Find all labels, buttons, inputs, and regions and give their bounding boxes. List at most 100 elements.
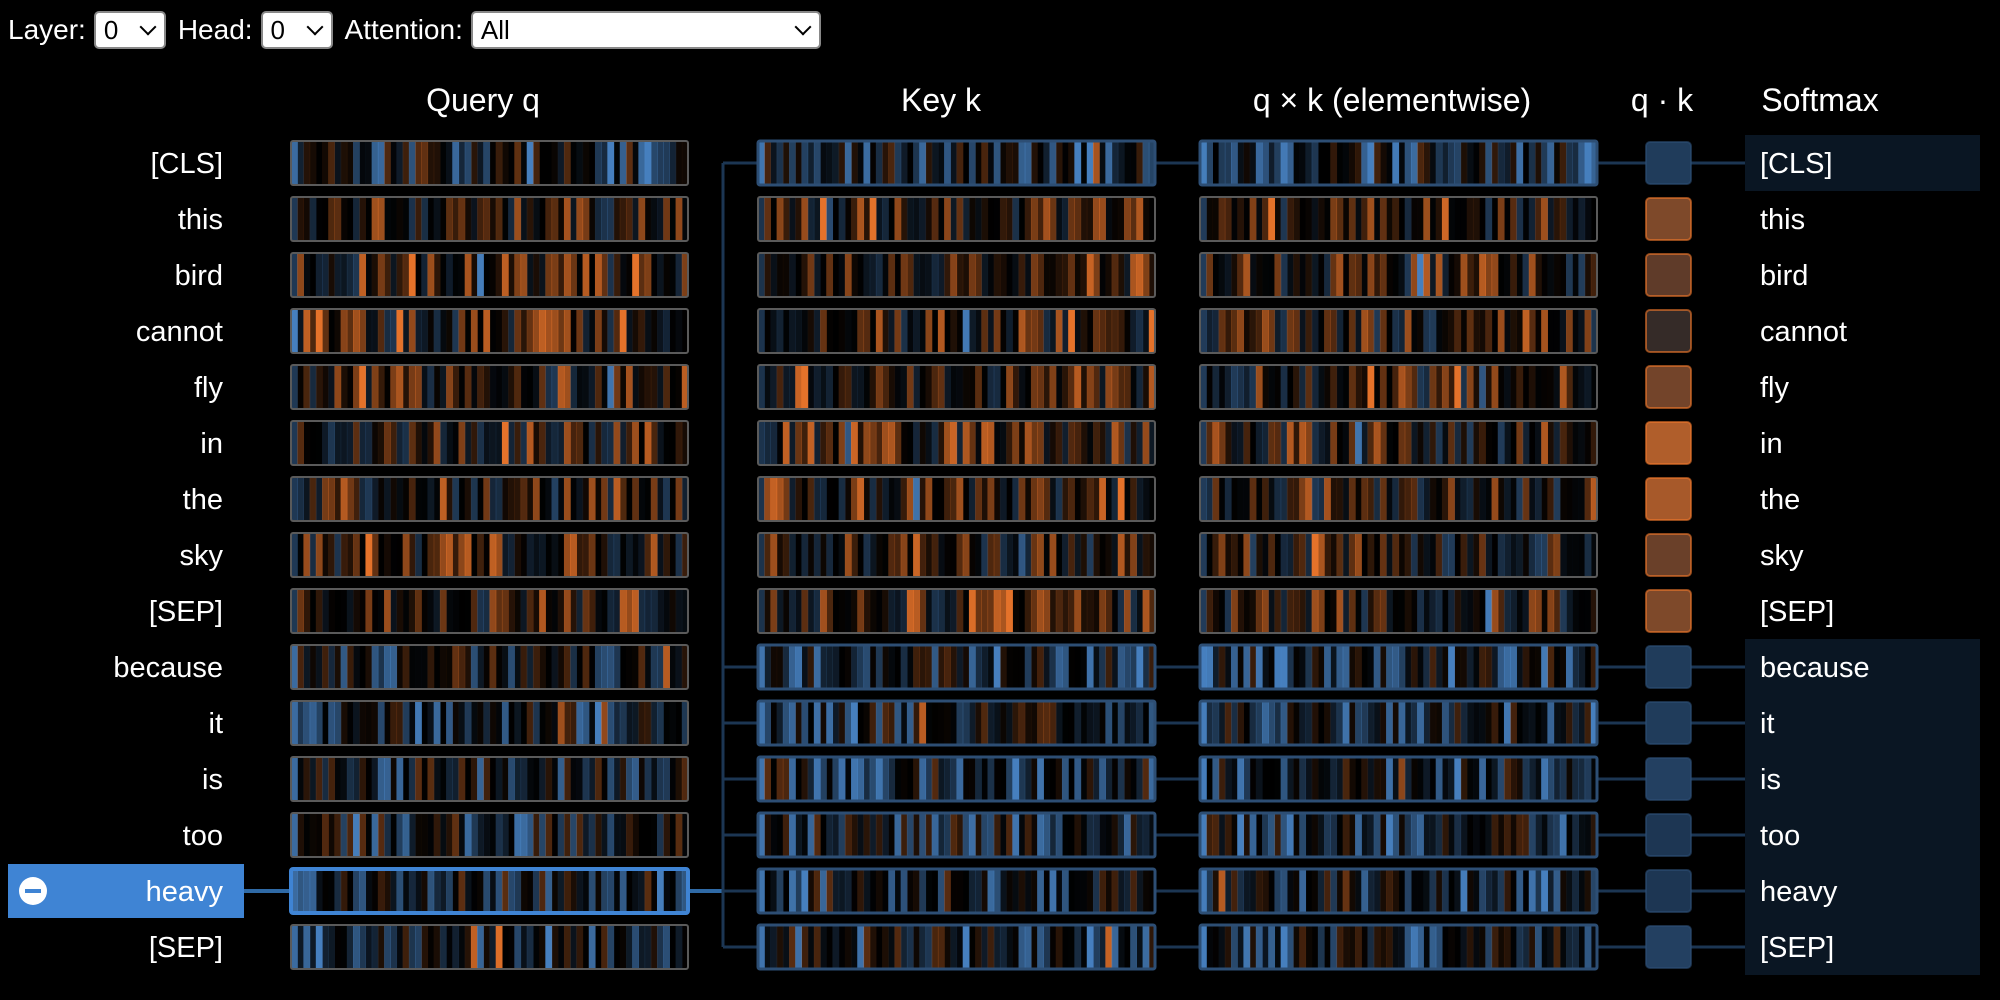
minus-glyph <box>25 889 41 893</box>
product-vector <box>1198 923 1599 971</box>
softmax-token-label[interactable]: too <box>1760 820 1800 852</box>
key-vector-border <box>756 139 1157 187</box>
product-vector <box>1198 755 1599 803</box>
query-vector <box>290 588 689 634</box>
token-label[interactable]: cannot <box>136 316 223 348</box>
softmax-token-label[interactable]: it <box>1760 708 1775 740</box>
token-row: because because <box>113 639 1980 695</box>
dot-product-cell <box>1645 421 1692 465</box>
token-label[interactable]: is <box>202 764 223 796</box>
product-vector-border <box>1198 811 1599 859</box>
layer-select[interactable]: 0 <box>93 11 166 49</box>
product-column-title: q × k (elementwise) <box>1252 82 1532 118</box>
product-vector-border <box>1199 476 1598 522</box>
softmax-highlight <box>1745 751 1980 807</box>
softmax-token-label[interactable]: fly <box>1760 372 1790 404</box>
token-label[interactable]: heavy <box>146 876 224 908</box>
key-vector <box>757 532 1156 578</box>
query-vector <box>290 308 689 354</box>
query-vector-border <box>290 420 689 466</box>
softmax-token-label[interactable]: [CLS] <box>1760 148 1833 180</box>
attention-select-value: All <box>480 14 510 45</box>
attention-select[interactable]: All <box>470 11 821 49</box>
head-select[interactable]: 0 <box>260 11 333 49</box>
key-vector-border <box>756 811 1157 859</box>
token-row: this this <box>178 196 1805 242</box>
product-vector-border <box>1199 308 1598 354</box>
query-vector <box>290 364 689 410</box>
token-label[interactable]: [SEP] <box>149 932 223 964</box>
token-row: the the <box>183 476 1800 522</box>
softmax-token-label[interactable]: because <box>1760 652 1870 684</box>
softmax-column-title: Softmax <box>1761 82 1879 118</box>
query-vector-border <box>289 867 690 915</box>
softmax-token-label[interactable]: is <box>1760 764 1781 796</box>
query-vector <box>290 420 689 466</box>
token-label[interactable]: too <box>183 820 223 852</box>
token-label[interactable]: [SEP] <box>149 596 223 628</box>
softmax-token-label[interactable]: heavy <box>1760 876 1838 908</box>
key-column-title: Key k <box>900 82 982 118</box>
dot-product-cell <box>1645 533 1692 577</box>
product-vector-border <box>1198 867 1599 915</box>
softmax-highlight <box>1745 919 1980 975</box>
key-vector <box>756 867 1157 915</box>
query-vector <box>290 700 689 746</box>
query-vector <box>290 532 689 578</box>
token-row: [SEP] [SEP] <box>149 588 1834 634</box>
product-vector <box>1198 867 1599 915</box>
token-label[interactable]: fly <box>194 372 224 404</box>
token-label[interactable]: the <box>183 484 223 516</box>
key-vector <box>756 923 1157 971</box>
query-vector <box>289 867 690 915</box>
dot-product-column-title: q · k <box>1630 82 1694 118</box>
key-vector-border <box>756 755 1157 803</box>
product-vector <box>1198 139 1599 187</box>
controls-bar: Layer: 0 Head: 0 Attention: All <box>8 10 821 50</box>
token-row: too too <box>183 807 1980 863</box>
key-vector <box>756 811 1157 859</box>
product-vector <box>1199 252 1598 298</box>
softmax-token-label[interactable]: the <box>1760 484 1800 516</box>
product-vector-border <box>1198 923 1599 971</box>
token-label[interactable]: sky <box>180 540 224 572</box>
key-vector <box>757 196 1156 242</box>
softmax-token-label[interactable]: sky <box>1760 540 1804 572</box>
token-label[interactable]: [CLS] <box>150 148 223 180</box>
product-vector-border <box>1199 196 1598 242</box>
softmax-token-label[interactable]: in <box>1760 428 1783 460</box>
head-label: Head: <box>177 14 253 45</box>
product-vector-border <box>1199 252 1598 298</box>
key-vector <box>757 588 1156 634</box>
key-vector <box>757 252 1156 298</box>
softmax-token-label[interactable]: [SEP] <box>1760 932 1834 964</box>
product-vector <box>1199 532 1598 578</box>
token-label[interactable]: bird <box>175 260 223 292</box>
query-vector-border <box>290 756 689 802</box>
key-vector-border <box>756 867 1157 915</box>
token-label[interactable]: because <box>113 652 223 684</box>
softmax-token-label[interactable]: this <box>1760 204 1805 236</box>
dot-product-cell-bg <box>1646 758 1691 800</box>
softmax-highlight <box>1745 807 1980 863</box>
key-vector <box>757 476 1156 522</box>
product-vector-border <box>1199 532 1598 578</box>
query-vector-border <box>290 700 689 746</box>
softmax-token-label[interactable]: cannot <box>1760 316 1847 348</box>
query-vector <box>290 756 689 802</box>
token-label[interactable]: in <box>200 428 223 460</box>
softmax-token-label[interactable]: [SEP] <box>1760 596 1834 628</box>
softmax-highlight <box>1745 695 1980 751</box>
query-vector-border <box>290 196 689 242</box>
dot-product-cell-bg <box>1646 534 1691 576</box>
token-label[interactable]: this <box>178 204 223 236</box>
token-label[interactable]: it <box>209 708 224 740</box>
softmax-token-label[interactable]: bird <box>1760 260 1808 292</box>
dot-product-cell-bg <box>1646 814 1691 856</box>
query-vector-border <box>290 364 689 410</box>
layer-label: Layer: <box>8 14 86 45</box>
product-vector <box>1198 643 1599 691</box>
connector-lines <box>240 161 1745 949</box>
product-vector <box>1199 588 1598 634</box>
